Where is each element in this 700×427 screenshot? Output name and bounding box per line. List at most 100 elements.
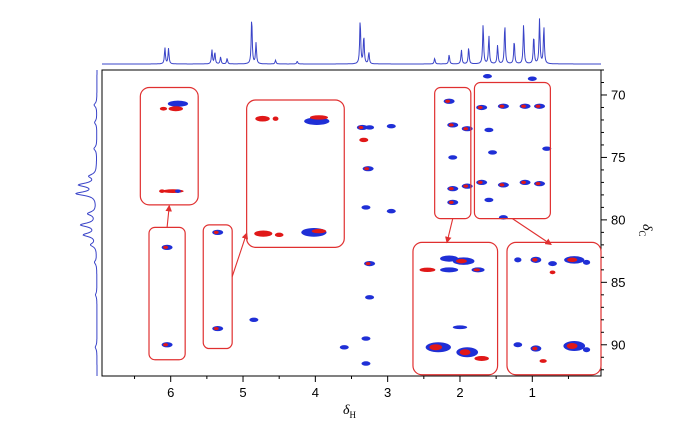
inset-contour xyxy=(272,116,279,121)
highlight-region xyxy=(202,224,233,350)
inset-contour xyxy=(254,230,273,237)
cross-peaks xyxy=(161,74,552,366)
inset-contour xyxy=(309,115,328,120)
cross-peak xyxy=(339,345,349,350)
y-axis: 70 75 80 85 90 xyxy=(601,69,625,371)
y-axis-label: δC xyxy=(637,224,654,237)
cross-peak xyxy=(521,104,527,108)
top-projection-spectrum xyxy=(102,18,601,65)
inset-contour xyxy=(456,258,467,264)
cross-peak xyxy=(448,155,458,160)
cross-peak xyxy=(365,261,371,266)
cross-peak xyxy=(386,208,396,214)
inset-contour xyxy=(549,270,556,275)
inset-contour xyxy=(514,257,522,263)
inset-contour xyxy=(474,356,489,362)
cross-peak xyxy=(535,104,541,108)
cross-peak xyxy=(463,184,469,188)
cross-peak xyxy=(484,127,494,133)
top-projection-trace xyxy=(102,18,601,65)
inset-contour xyxy=(566,343,578,350)
inset-contour xyxy=(452,325,468,330)
y-tick-label: 75 xyxy=(611,150,625,165)
x-axis: 6 5 4 3 2 1 xyxy=(134,376,569,400)
inset-connector xyxy=(512,218,552,245)
y-tick-label: 80 xyxy=(611,212,625,227)
inset-connectors xyxy=(165,204,552,277)
inset-contour xyxy=(473,268,481,272)
cross-peak xyxy=(365,125,375,130)
x-tick-label: 3 xyxy=(384,385,391,400)
inset-contour xyxy=(255,115,270,122)
cross-peak xyxy=(359,137,369,143)
cross-peak xyxy=(361,361,371,366)
cross-peak xyxy=(358,125,364,130)
zoom-inset xyxy=(412,241,499,376)
cross-peak xyxy=(477,180,483,185)
x-axis-label: δH xyxy=(343,403,357,420)
inset-contour xyxy=(168,106,183,112)
inset-connector xyxy=(231,232,249,277)
inset-contour xyxy=(539,359,547,363)
inset-contour xyxy=(567,257,578,263)
cross-peak xyxy=(448,187,454,191)
highlight-region xyxy=(473,81,551,220)
y-axis-label-sub: C xyxy=(637,231,647,237)
inset-contour xyxy=(532,257,538,262)
cross-peak xyxy=(448,123,454,127)
cross-peak xyxy=(445,99,451,103)
left-projection-trace xyxy=(75,70,98,376)
cross-peak xyxy=(477,105,483,110)
inset-contour xyxy=(548,261,557,267)
inset-contour xyxy=(159,189,165,193)
cross-peak xyxy=(488,150,498,155)
inset-contour xyxy=(582,259,591,265)
cross-peak xyxy=(499,183,505,187)
cross-peak xyxy=(386,124,396,129)
cross-peak xyxy=(361,336,371,341)
cross-peak xyxy=(484,197,494,203)
cross-peak xyxy=(163,343,169,347)
cross-peak xyxy=(463,127,469,131)
cross-peak xyxy=(213,326,219,331)
x-tick-label: 6 xyxy=(167,385,174,400)
left-projection-spectrum xyxy=(75,70,98,376)
x-tick-label: 5 xyxy=(239,385,246,400)
inset-contour xyxy=(419,267,436,273)
cross-peak xyxy=(213,230,219,234)
inset-contour xyxy=(440,267,459,273)
inset-contour xyxy=(167,100,189,107)
zoom-inset xyxy=(246,99,345,248)
cross-peak xyxy=(521,180,527,185)
x-tick-label: 1 xyxy=(529,385,536,400)
cross-peak xyxy=(448,200,454,204)
cross-peak xyxy=(535,182,541,186)
inset-contour xyxy=(274,232,284,238)
inset-contour xyxy=(459,349,471,356)
inset-contour xyxy=(429,344,443,351)
x-tick-label: 2 xyxy=(456,385,463,400)
cross-peak xyxy=(361,205,371,210)
inset-connector xyxy=(165,204,172,228)
x-axis-label-sub: H xyxy=(350,410,357,420)
inset-contour xyxy=(159,106,168,111)
y-tick-label: 90 xyxy=(611,337,625,352)
y-tick-label: 70 xyxy=(611,87,625,102)
cross-peak xyxy=(499,104,505,108)
inset-contour xyxy=(175,189,181,193)
plot-area xyxy=(139,74,602,376)
inset-connector xyxy=(445,218,454,244)
cross-peak xyxy=(482,74,492,79)
x-tick-label: 4 xyxy=(312,385,319,400)
y-tick-label: 85 xyxy=(611,275,625,290)
zoom-insets xyxy=(139,86,602,376)
inset-contour xyxy=(513,342,523,348)
highlight-region xyxy=(434,86,472,220)
cross-peak xyxy=(163,245,169,249)
cross-peak xyxy=(542,146,552,151)
cross-peak xyxy=(365,295,375,300)
cross-peak xyxy=(249,317,259,322)
inset-contour xyxy=(582,347,591,353)
inset-contour xyxy=(532,346,538,351)
